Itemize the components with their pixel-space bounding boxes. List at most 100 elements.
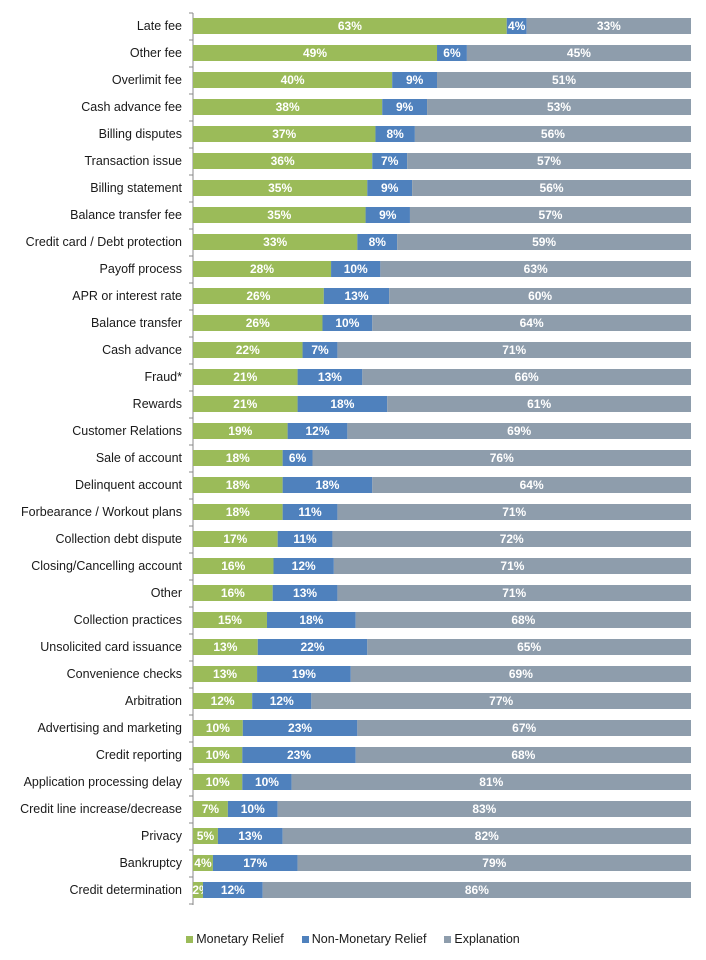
bar-segment-monetary-relief [193,720,243,736]
data-label: 12% [270,694,294,708]
data-label: 26% [246,316,270,330]
data-label: 8% [369,235,387,249]
category-label: Closing/Cancelling account [31,559,182,573]
data-label: 9% [379,208,397,222]
bar-segment-explanation [372,315,691,331]
bar-segment-monetary-relief [193,504,283,520]
data-label: 4% [508,19,526,33]
data-label: 4% [194,856,212,870]
data-label: 37% [272,127,296,141]
data-label: 49% [303,46,327,60]
category-label: Billing statement [90,181,182,195]
data-label: 21% [233,370,257,384]
category-label: Cash advance fee [81,100,182,114]
bar-segment-non-monetary-relief [272,585,338,601]
data-label: 11% [298,505,322,519]
category-label: Credit line increase/decrease [20,802,182,816]
data-label: 68% [511,613,535,627]
bar-segment-non-monetary-relief [227,801,278,817]
legend-item-explanation: Explanation [444,932,520,946]
stacked-bar-chart: Late fee 63% 4% 33% Other fee 49% 6% 45% Overlim… [20,12,691,905]
category-label: Delinquent account [75,478,183,492]
legend-swatch-monetary [186,935,194,943]
data-label: 82% [475,829,499,843]
data-label: 61% [527,397,551,411]
legend-item-monetary-relief: Monetary Relief [186,932,284,946]
data-label: 6% [289,451,307,465]
bar-segment-explanation [291,774,691,790]
bar-segment-explanation [367,639,691,655]
data-label: 83% [472,802,496,816]
bar-segment-non-monetary-relief [367,180,413,196]
data-label: 28% [250,262,274,276]
data-label: 66% [515,370,539,384]
data-label: 65% [517,640,541,654]
data-label: 13% [213,640,237,654]
bar-segment-monetary-relief [193,747,243,763]
data-label: 21% [233,397,257,411]
bar-segment-non-monetary-relief [282,450,313,466]
data-label: 8% [386,127,404,141]
data-label: 51% [552,73,576,87]
bar-segment-explanation [362,369,691,385]
data-label: 12% [211,694,235,708]
category-label: Transaction issue [85,154,183,168]
data-label: 6% [443,46,461,60]
bar-segment-monetary-relief [193,855,213,871]
data-label: 53% [547,100,571,114]
bar-segment-non-monetary-relief [257,639,368,655]
bar-segment-monetary-relief [193,882,203,898]
data-label: 12% [221,883,245,897]
bar-segment-monetary-relief [193,693,253,709]
bar-segment-monetary-relief [193,72,393,88]
data-label: 7% [311,343,329,357]
bar-segment-explanation [380,261,691,277]
bar-segment-non-monetary-relief [357,234,398,250]
data-label: 68% [511,748,535,762]
data-label: 35% [267,208,291,222]
bar-segment-non-monetary-relief [287,423,348,439]
data-label: 9% [406,73,424,87]
category-label: Forbearance / Workout plans [21,505,182,519]
data-label: 19% [228,424,252,438]
category-label: Bankruptcy [119,856,182,870]
bar-segment-non-monetary-relief [506,18,527,34]
bar-segment-non-monetary-relief [302,342,338,358]
data-label: 69% [509,667,533,681]
bar-segment-explanation [337,504,691,520]
bar-segment-monetary-relief [193,234,358,250]
bar-segment-non-monetary-relief [282,504,338,520]
bar-segment-non-monetary-relief [297,396,388,412]
bar-segment-monetary-relief [193,477,283,493]
category-label: Late fee [137,19,182,33]
bar-segment-explanation [407,153,691,169]
data-label: 33% [263,235,287,249]
bar-segment-explanation [526,18,691,34]
bar-segment-monetary-relief [193,18,507,34]
data-label: 64% [520,316,544,330]
data-label: 56% [541,127,565,141]
data-label: 71% [502,586,526,600]
bar-segment-monetary-relief [193,423,288,439]
data-label: 76% [490,451,514,465]
bar-segment-explanation [350,666,691,682]
data-label: 10% [344,262,368,276]
data-label: 9% [396,100,414,114]
bar-segment-explanation [355,612,691,628]
category-label: Balance transfer [91,316,182,330]
category-label: Arbitration [125,694,182,708]
bar-segment-explanation [337,585,691,601]
bar-segment-non-monetary-relief [266,612,356,628]
data-label: 18% [315,478,339,492]
data-label: 7% [202,802,220,816]
data-label: 18% [226,478,250,492]
data-label: 16% [221,559,245,573]
data-label: 13% [318,370,342,384]
category-label: Unsolicited card issuance [40,640,182,654]
data-label: 15% [218,613,242,627]
category-label: Collection debt dispute [56,532,183,546]
data-label: 10% [206,775,230,789]
bar-segment-monetary-relief [193,45,438,61]
legend-label: Explanation [454,932,520,946]
data-label: 18% [226,505,250,519]
